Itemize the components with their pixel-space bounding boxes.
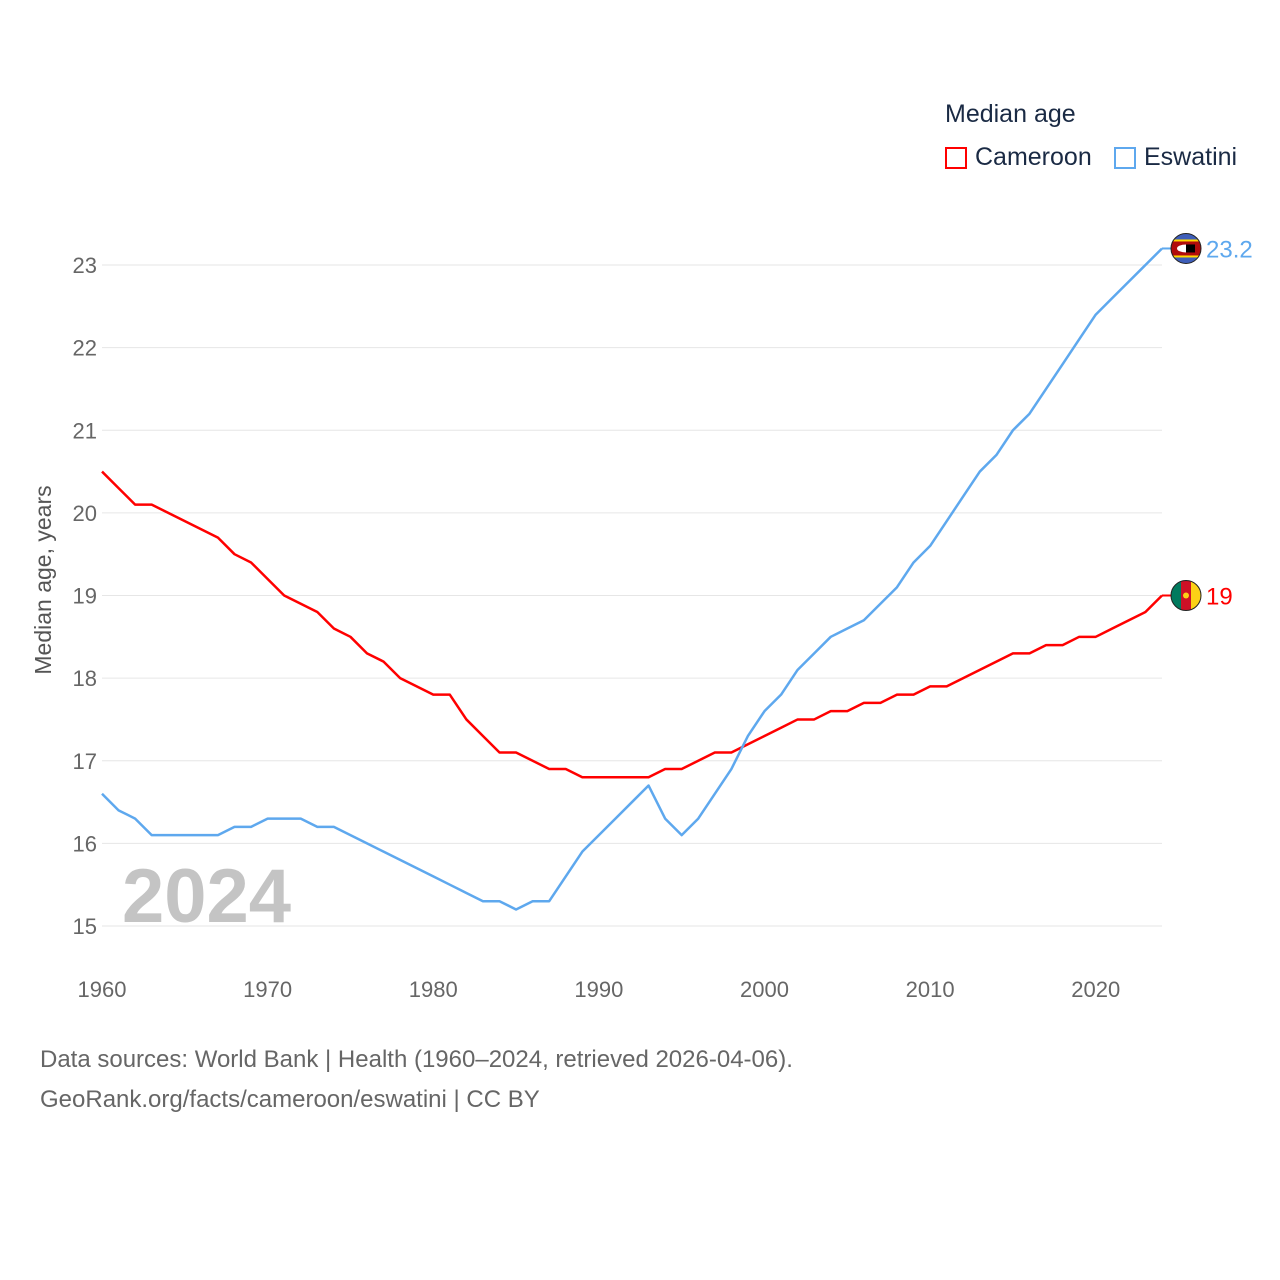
y-axis-label: Median age, years: [30, 485, 56, 674]
x-tick-label: 2000: [740, 977, 789, 1002]
end-value-label: 23.2: [1206, 236, 1253, 263]
legend-label: Cameroon: [975, 143, 1092, 171]
y-tick-label: 22: [73, 336, 97, 361]
series-line-cameroon: [101, 470, 1163, 779]
legend-item-eswatini[interactable]: Eswatini: [1114, 143, 1237, 172]
legend-title: Median age: [945, 100, 1076, 128]
y-tick-label: 15: [73, 914, 97, 939]
legend-label: Eswatini: [1144, 143, 1238, 171]
y-tick-label: 21: [73, 418, 97, 443]
x-tick-label: 1990: [574, 977, 623, 1002]
y-tick-label: 20: [73, 501, 97, 526]
y-tick-label: 18: [73, 666, 97, 691]
legend-swatch-eswatini: [1114, 146, 1136, 169]
y-tick-label: 17: [73, 749, 97, 774]
y-tick-label: 19: [73, 584, 97, 609]
end-value-label: 19: [1206, 584, 1233, 611]
x-tick-label: 2020: [1071, 977, 1120, 1002]
legend-item-cameroon[interactable]: Cameroon: [945, 143, 1092, 172]
year-watermark: 2024: [122, 854, 291, 939]
x-tick-label: 2010: [906, 977, 955, 1002]
series-line-eswatini: [101, 247, 1163, 911]
x-tick-label: 1980: [409, 977, 458, 1002]
flag-icon-cameroon: [1170, 580, 1202, 611]
y-tick-label: 23: [73, 253, 97, 278]
y-tick-label: 16: [73, 831, 97, 856]
legend-swatch-cameroon: [945, 146, 967, 169]
flag-icon-eswatini: [1170, 232, 1202, 264]
x-tick-label: 1970: [243, 977, 292, 1002]
footer-sources: Data sources: World Bank | Health (1960–…: [40, 1046, 793, 1073]
x-tick-label: 1960: [78, 977, 127, 1002]
footer-link[interactable]: GeoRank.org/facts/cameroon/eswatini | CC…: [40, 1086, 540, 1113]
